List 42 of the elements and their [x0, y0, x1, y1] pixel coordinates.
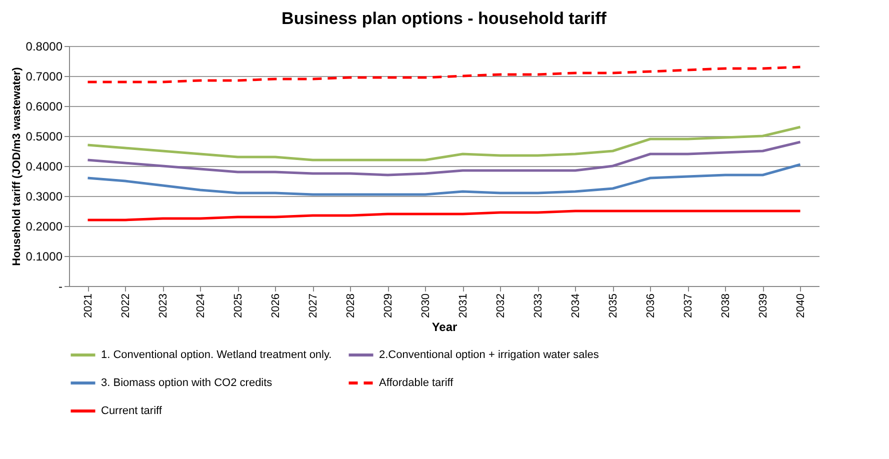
legend-label: 1. Conventional option. Wetland treatment only.: [101, 349, 332, 361]
y-tick-label: 0.7000: [26, 70, 63, 84]
x-axis-title: Year: [432, 320, 458, 334]
x-tick-label: 2040: [794, 294, 807, 318]
line-series: [86, 140, 802, 176]
y-tick-label: 0.8000: [26, 40, 63, 54]
y-tick-label: -: [58, 280, 62, 294]
line-series: [86, 126, 802, 162]
legend-label: 3. Biomass option with CO2 credits: [101, 377, 273, 389]
y-tick-label: 0.1000: [26, 250, 63, 264]
x-tick-label: 2039: [757, 294, 770, 318]
x-tick-label: 2031: [457, 294, 470, 318]
x-tick-label: 2029: [382, 294, 394, 318]
line-series: [86, 66, 802, 84]
legend-label: Current tariff: [101, 405, 163, 417]
x-tick-label: 2022: [120, 294, 132, 318]
y-tick-label: 0.3000: [26, 190, 63, 204]
x-tick-label: 2035: [607, 294, 620, 318]
x-tick-label: 2038: [720, 294, 732, 318]
chart-title: Business plan options - household tariff: [282, 9, 607, 28]
y-axis-title: Household tariff (JOD/m3 wastewater): [10, 66, 23, 266]
legend-label: Affordable tariff: [379, 377, 454, 389]
x-tick-label: 2036: [644, 294, 657, 318]
y-tick-label: 0.6000: [26, 100, 63, 114]
y-tick-label: 0.5000: [26, 130, 63, 144]
line-series: [86, 163, 802, 196]
x-tick-label: 2025: [232, 294, 244, 318]
y-tick-label: 0.4000: [26, 160, 63, 174]
y-tick-label: 0.2000: [26, 220, 63, 234]
x-tick-label: 2032: [494, 294, 507, 318]
line-series: [86, 210, 802, 222]
x-tick-label: 2033: [532, 294, 544, 318]
x-tick-label: 2021: [82, 294, 94, 318]
x-tick-label: 2026: [270, 294, 282, 318]
legend-label: 2.Conventional option + irrigation water sales: [379, 349, 600, 361]
x-tick-label: 2034: [570, 294, 582, 318]
x-tick-label: 2024: [194, 294, 207, 318]
x-tick-label: 2023: [157, 294, 170, 318]
x-tick-label: 2027: [307, 294, 320, 318]
x-tick-label: 2028: [344, 294, 357, 318]
x-tick-label: 2030: [420, 294, 432, 318]
x-tick-label: 2037: [682, 294, 694, 318]
